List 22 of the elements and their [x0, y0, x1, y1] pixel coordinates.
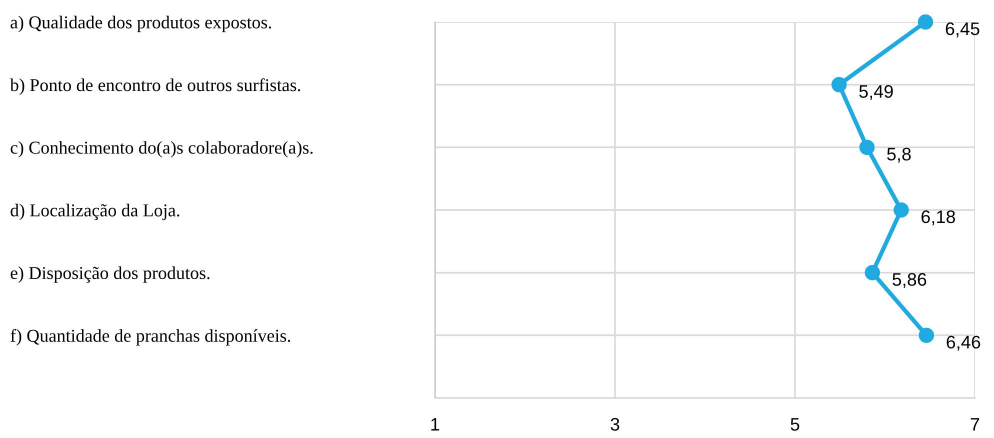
data-label: 6,18 [922, 210, 955, 226]
x-tick-label: 5 [790, 418, 800, 431]
x-tick-label: 3 [610, 418, 620, 431]
point [831, 77, 847, 92]
y-tick-label: a) Qualidade dos produtos expostos. [10, 16, 272, 32]
point [918, 328, 934, 343]
y-tick-label: b) Ponto de encontro de outros surfistas. [10, 78, 300, 95]
data-label: 5,8 [887, 148, 911, 163]
y-tick-label: f) Quantidade de pranchas disponíveis. [10, 328, 290, 346]
data-label: 6,45 [946, 22, 980, 38]
point [894, 202, 909, 218]
y-tick-label: c) Conhecimento do(a)s colaboradore(a)s. [10, 141, 313, 158]
data-label: 6,46 [946, 336, 980, 351]
point [864, 265, 880, 280]
y-tick-label: e) Disposição dos produtos. [10, 266, 210, 283]
point [918, 14, 934, 30]
x-tick-label: 7 [970, 418, 980, 431]
x-tick-label: 1 [431, 418, 440, 431]
data-label: 5,86 [892, 273, 926, 288]
y-tick-label: d) Localização da Loja. [10, 204, 180, 220]
data-label: 5,49 [859, 85, 893, 100]
point [859, 140, 875, 155]
